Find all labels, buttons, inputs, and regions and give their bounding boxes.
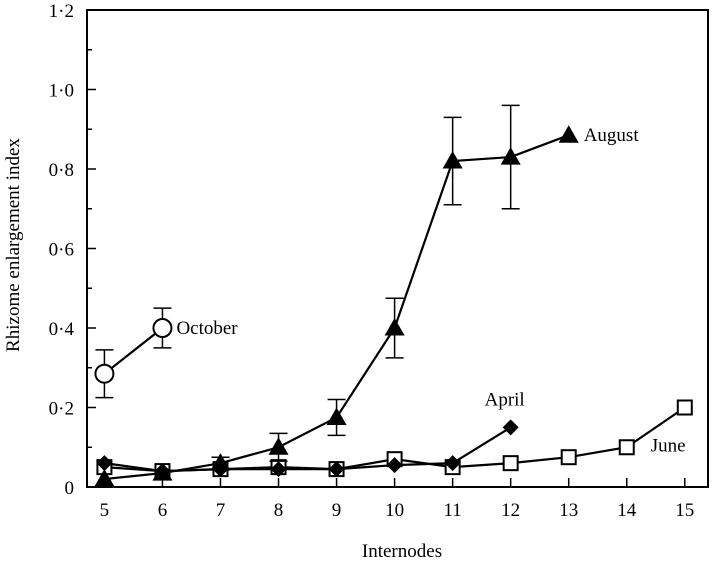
point-marker <box>386 457 403 474</box>
x-tick-label: 10 <box>385 500 404 521</box>
x-axis-title: Internodes <box>362 541 442 562</box>
x-tick-label: 5 <box>100 500 110 521</box>
point-marker <box>676 399 693 416</box>
point-marker <box>152 463 173 481</box>
series-label-october: October <box>176 318 238 339</box>
series-label-april: April <box>485 389 525 410</box>
point-marker <box>560 449 577 466</box>
series-layer <box>94 104 693 487</box>
point-marker <box>326 407 347 425</box>
x-tick-label: 11 <box>443 500 461 521</box>
x-tick-label: 13 <box>559 500 578 521</box>
x-tick-label: 15 <box>675 500 694 521</box>
x-tick-label: 14 <box>617 500 637 521</box>
y-tick-label: 0 <box>65 478 75 499</box>
point-marker <box>210 453 231 471</box>
point-marker <box>94 363 115 384</box>
y-tick-label: 0·8 <box>49 160 74 181</box>
point-marker <box>94 469 115 487</box>
point-marker <box>328 461 345 478</box>
point-marker <box>618 439 635 456</box>
x-tick-label: 8 <box>274 500 284 521</box>
point-marker <box>270 461 287 478</box>
axes: 5 6 7 8 9 10 11 12 13 14 15 0 0·2 0·4 0·6 0·8 1·0 1·2 <box>49 1 709 521</box>
y-tick-label: 1·0 <box>49 81 74 102</box>
series-label-august: August <box>584 125 640 146</box>
labels-layer: October August April June <box>176 125 685 456</box>
point-marker <box>442 151 463 169</box>
point-marker <box>384 318 405 336</box>
y-axis-title: Rhizome enlargement index <box>3 138 24 352</box>
x-tick-label: 12 <box>501 500 520 521</box>
y-tick-label: 0·2 <box>49 399 74 420</box>
plot-frame <box>86 9 709 488</box>
y-tick-label: 0·6 <box>49 240 74 261</box>
point-marker <box>558 125 579 143</box>
x-tick-label: 9 <box>332 500 342 521</box>
point-marker <box>152 318 173 338</box>
x-tick-label: 7 <box>216 500 226 521</box>
series-august <box>94 104 579 487</box>
y-tick-label: 0·4 <box>49 319 75 340</box>
series-line <box>103 327 164 375</box>
point-marker <box>502 419 519 436</box>
point-marker <box>500 147 521 165</box>
series-october <box>94 307 173 399</box>
point-marker <box>502 455 519 472</box>
point-marker <box>96 455 113 472</box>
x-tick-label: 6 <box>158 500 168 521</box>
series-label-june: June <box>651 436 686 457</box>
y-tick-label: 1·2 <box>49 1 74 22</box>
point-marker <box>268 437 289 455</box>
point-marker <box>444 455 461 472</box>
